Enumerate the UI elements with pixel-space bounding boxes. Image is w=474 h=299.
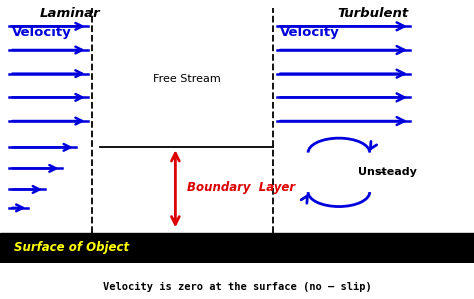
Text: Boundary  Layer: Boundary Layer	[187, 181, 295, 194]
Text: Velocity: Velocity	[280, 26, 339, 39]
Text: Free Stream: Free Stream	[154, 74, 221, 84]
Bar	[0, 233, 474, 263]
Text: Surface of Object: Surface of Object	[14, 242, 129, 254]
Text: Velocity is zero at the surface (no – slip): Velocity is zero at the surface (no – sl…	[103, 282, 371, 292]
Text: Velocity: Velocity	[12, 26, 72, 39]
Text: Laminar: Laminar	[40, 7, 100, 20]
Text: Unsteady: Unsteady	[358, 167, 417, 177]
Text: Turbulent: Turbulent	[337, 7, 409, 20]
